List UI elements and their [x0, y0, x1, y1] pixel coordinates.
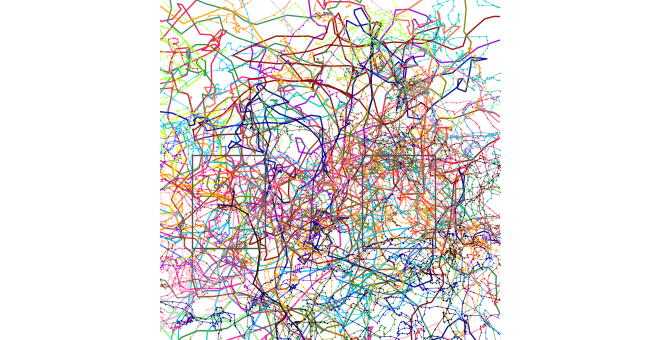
Bar: [362, 155, 436, 248]
Bar: [192, 155, 265, 248]
